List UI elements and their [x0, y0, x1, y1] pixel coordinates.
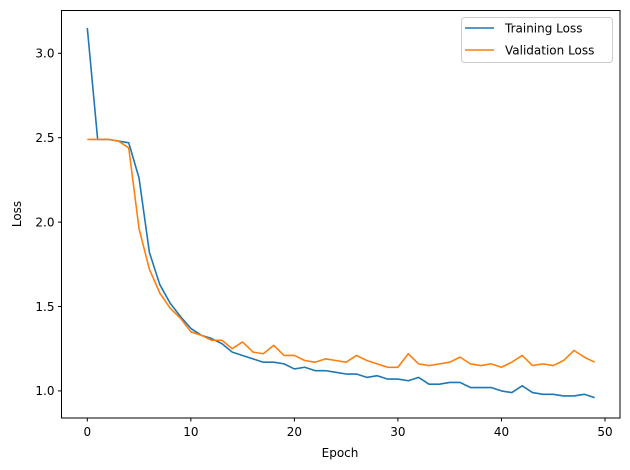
y-axis-label: Loss: [10, 201, 24, 227]
y-tick-label: 1.0: [35, 384, 54, 398]
y-tick-label: 2.5: [35, 131, 54, 145]
validation-loss-line: [87, 138, 596, 369]
plot-frame: [61, 10, 621, 419]
training-loss-line: [86, 27, 595, 399]
x-tick-label: 20: [287, 425, 302, 439]
x-tick-label: 30: [390, 425, 405, 439]
x-tick-label: 0: [83, 425, 91, 439]
y-axis-ticks: 1.0 1.5 2.0 2.5 3.0: [35, 47, 62, 398]
plot-lines: [86, 27, 596, 399]
x-axis-ticks: 0 10 20 30 40 50: [83, 418, 613, 439]
legend-label-training: Training Loss: [504, 22, 582, 36]
x-tick-label: 40: [494, 425, 509, 439]
legend: Training Loss Validation Loss: [461, 17, 613, 63]
legend-box: [461, 17, 613, 63]
x-axis-label: Epoch: [322, 446, 359, 460]
y-tick-label: 2.0: [35, 215, 54, 229]
y-tick-label: 1.5: [35, 300, 54, 314]
x-tick-label: 10: [183, 425, 198, 439]
x-tick-label: 50: [597, 425, 612, 439]
legend-label-validation: Validation Loss: [505, 44, 594, 58]
y-tick-label: 3.0: [35, 47, 54, 61]
